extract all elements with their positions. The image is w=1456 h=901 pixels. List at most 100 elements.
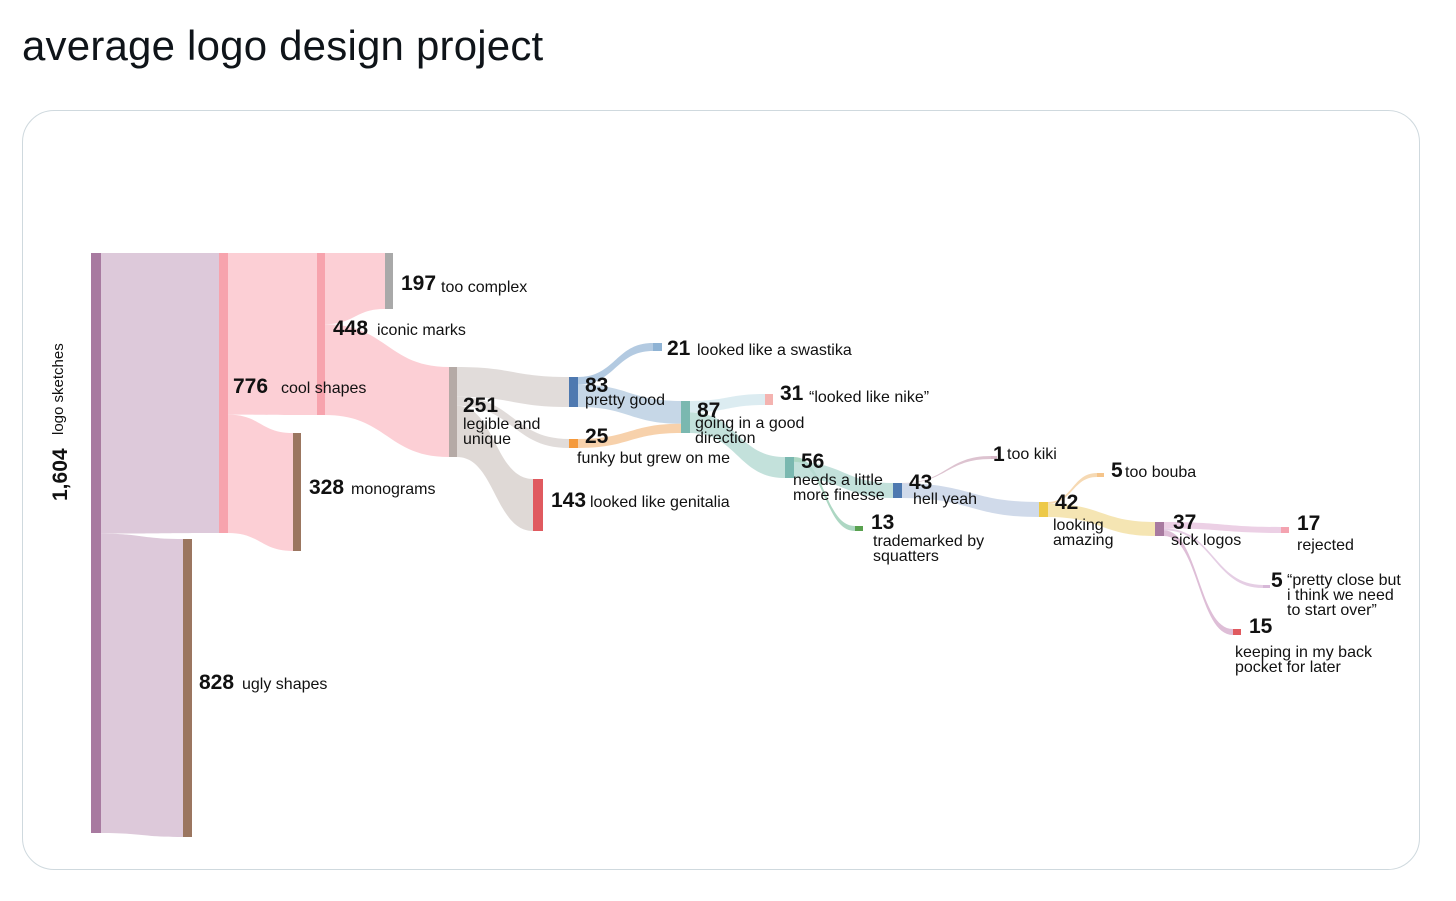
node-label-funky: funky but grew on me <box>577 450 730 467</box>
node-value-funky: 25 <box>585 425 609 448</box>
node-label-hell_yeah: hell yeah <box>913 491 977 508</box>
node-bar-genitalia <box>533 479 543 531</box>
link-logo_sketches-to-cool_shapes <box>101 253 219 534</box>
node-bar-too_kiki <box>991 456 997 459</box>
node-label-cool_shapes: cool shapes <box>281 380 366 397</box>
node-label-start_over-line-1: “pretty close but <box>1287 572 1401 589</box>
node-value-genitalia: 143 <box>551 489 586 512</box>
node-bar-rejected <box>1281 527 1289 533</box>
sankey-nodes <box>91 253 1289 837</box>
link-legible_unique-to-pretty_good <box>457 367 569 407</box>
node-label-swastika: looked like a swastika <box>697 342 852 359</box>
node-label-genitalia: looked like genitalia <box>590 494 730 511</box>
node-label-squatters-line-1: trademarked by <box>873 533 984 550</box>
node-bar-ugly_shapes <box>183 539 192 837</box>
node-value-too_kiki: 1 <box>993 443 1005 466</box>
node-label-going_good-line-2: direction <box>695 430 755 447</box>
link-sick_logos-to-rejected <box>1164 522 1281 533</box>
node-value-swastika: 21 <box>667 337 691 360</box>
node-bar-pretty_good <box>569 377 578 407</box>
node-value-back_pocket: 15 <box>1249 615 1273 638</box>
node-value-looking_amazing: 42 <box>1055 491 1078 514</box>
node-value-legible_unique: 251 <box>463 394 498 417</box>
node-bar-iconic_marks <box>317 253 325 415</box>
node-value-monograms: 328 <box>309 476 344 499</box>
node-value-going_good: 87 <box>697 399 720 422</box>
link-sick_logos-to-start_over <box>1164 528 1263 588</box>
link-going_good-to-nike <box>690 394 765 413</box>
sankey-links <box>101 253 1281 837</box>
node-label-back_pocket-line-2: pocket for later <box>1235 659 1342 676</box>
node-value-pretty_good: 83 <box>585 374 608 397</box>
chart-card[interactable]: 1,604 logo sketches 776 cool shapes 828 ugly … <box>22 110 1420 870</box>
node-value-squatters: 13 <box>871 511 894 534</box>
node-label-squatters-line-2: squatters <box>873 548 939 565</box>
node-label-looking_amazing-line-1: looking <box>1053 517 1104 534</box>
node-label-group-logo_sketches: 1,604 logo sketches <box>49 343 72 501</box>
sankey-labels: 1,604 logo sketches 776 cool shapes 828 ugly … <box>49 272 1401 694</box>
link-iconic_marks-to-legible_unique <box>325 324 449 457</box>
node-bar-hell_yeah <box>893 483 902 498</box>
node-label-logo_sketches: logo sketches <box>50 343 67 435</box>
link-hell_yeah-to-too_kiki <box>902 456 991 484</box>
node-label-too_bouba: too bouba <box>1125 464 1196 481</box>
node-bar-start_over <box>1263 585 1270 588</box>
node-label-monograms: monograms <box>351 481 435 498</box>
node-label-looking_amazing-line-2: amazing <box>1053 532 1113 549</box>
node-value-start_over: 5 <box>1271 569 1283 592</box>
node-bar-swastika <box>653 343 662 351</box>
link-going_good-to-finesse <box>690 412 785 478</box>
node-bar-logo_sketches <box>91 253 101 833</box>
node-bar-too_bouba <box>1097 473 1104 477</box>
node-bar-back_pocket <box>1233 629 1241 635</box>
link-finesse-to-hell_yeah <box>794 461 893 498</box>
node-label-nike: “looked like nike” <box>809 389 929 406</box>
node-label-sick_logos: sick logos <box>1171 532 1241 549</box>
link-cool_shapes-to-iconic_marks <box>228 253 317 415</box>
node-label-ugly_shapes: ugly shapes <box>242 676 327 693</box>
node-label-start_over-line-2: i think we need <box>1287 587 1394 604</box>
link-cool_shapes-to-monograms <box>228 414 293 551</box>
link-sick_logos-to-back_pocket <box>1164 530 1233 635</box>
node-value-ugly_shapes: 828 <box>199 671 234 694</box>
link-looking_amazing-to-too_bouba <box>1048 473 1097 504</box>
node-label-start_over-line-3: to start over” <box>1287 602 1377 619</box>
node-value-hell_yeah: 43 <box>909 471 932 494</box>
link-legible_unique-to-funky <box>457 396 569 448</box>
node-value-logo_sketches: 1,604 <box>49 448 72 501</box>
node-label-back_pocket-line-1: keeping in my back <box>1235 644 1373 661</box>
node-bar-legible_unique <box>449 367 457 457</box>
node-label-finesse-line-2: more finesse <box>793 487 885 504</box>
node-label-legible_unique-line-1: legible and <box>463 416 540 433</box>
link-pretty_good-to-swastika <box>578 343 653 385</box>
node-value-too_bouba: 5 <box>1111 459 1123 482</box>
node-bar-going_good <box>681 401 690 433</box>
node-bar-monograms <box>293 433 301 551</box>
sankey-chart: 1,604 logo sketches 776 cool shapes 828 ugly … <box>49 253 1401 837</box>
node-bar-sick_logos <box>1155 522 1164 536</box>
link-looking_amazing-to-sick_logos <box>1048 503 1155 536</box>
post-title: average logo design project <box>22 22 544 69</box>
node-label-finesse-line-1: needs a little <box>793 472 883 489</box>
node-bar-finesse <box>785 457 794 478</box>
node-bar-looking_amazing <box>1039 502 1048 517</box>
node-value-cool_shapes: 776 <box>233 375 268 398</box>
link-iconic_marks-to-too_complex <box>325 253 385 325</box>
node-value-iconic_marks: 448 <box>333 317 368 340</box>
node-bar-squatters <box>855 526 863 531</box>
node-value-nike: 31 <box>780 382 804 405</box>
link-funky-to-going_good <box>578 423 681 448</box>
node-label-too_complex: too complex <box>441 279 527 296</box>
node-label-rejected: rejected <box>1297 537 1354 554</box>
node-label-too_kiki: too kiki <box>1007 446 1057 463</box>
node-value-rejected: 17 <box>1297 512 1320 535</box>
link-finesse-to-squatters <box>794 457 855 531</box>
node-bar-cool_shapes <box>219 253 228 533</box>
node-value-too_complex: 197 <box>401 272 436 295</box>
node-label-legible_unique-line-2: unique <box>463 431 511 448</box>
link-logo_sketches-to-ugly_shapes <box>101 533 183 837</box>
node-bar-too_complex <box>385 253 393 309</box>
node-value-finesse: 56 <box>801 450 824 473</box>
node-value-sick_logos: 37 <box>1173 511 1196 534</box>
link-hell_yeah-to-looking_amazing <box>902 483 1039 517</box>
